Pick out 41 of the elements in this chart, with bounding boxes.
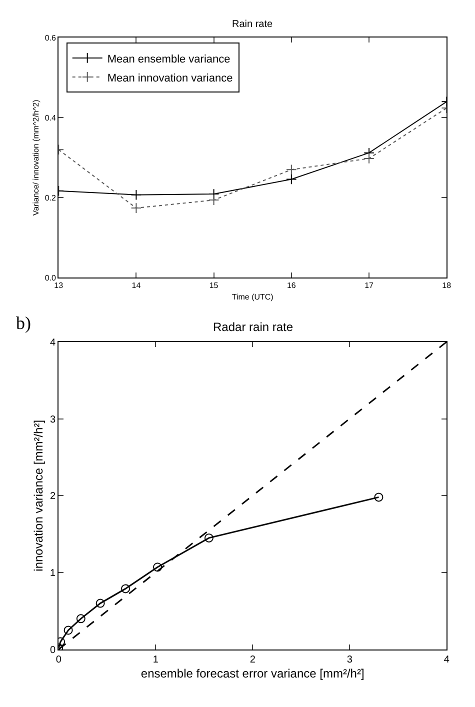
point: [121, 584, 130, 594]
y-tick-label: 0.0: [44, 273, 57, 282]
y-tick-label: 1: [50, 568, 56, 580]
point: [130, 202, 142, 214]
point: [76, 614, 86, 624]
y-tick-label: 0.6: [44, 33, 57, 42]
x-axis-title: Time (UTC): [232, 292, 274, 302]
x-tick-label: 4: [444, 654, 450, 666]
text: b): [16, 313, 31, 333]
point: [374, 492, 384, 502]
x-tick-label: 17: [364, 281, 374, 290]
chart-title: Rain rate: [232, 19, 274, 30]
y-axis-title: Variance/ innovation (mm^2/h^2): [32, 99, 41, 216]
point: [153, 562, 162, 572]
legend-label: Mean innovation variance: [107, 72, 233, 84]
y-tick-label: 3: [50, 414, 56, 426]
point: [208, 194, 220, 206]
y-tick-label: 0.4: [44, 113, 57, 122]
point: [96, 598, 105, 608]
point: [64, 626, 73, 635]
x-tick-label: 14: [132, 281, 142, 290]
point: [204, 533, 214, 542]
y-tick-label: 0.2: [44, 193, 57, 202]
y-tick-label: 0: [50, 644, 56, 656]
chart-title: Radar rain rate: [213, 320, 294, 334]
x-axis-title: ensemble forecast error variance [mm²/h²]: [140, 666, 364, 680]
point: [130, 189, 142, 200]
x-tick-label: 3: [346, 654, 353, 666]
x-tick-label: 1: [152, 654, 159, 666]
x-tick-label: 2: [250, 654, 256, 666]
point: [286, 164, 297, 176]
point: [286, 174, 297, 185]
x-tick-label: 15: [209, 281, 219, 290]
legend-label: Mean ensemble variance: [107, 53, 230, 66]
x-tick-label: 13: [54, 281, 64, 290]
y-tick-label: 4: [50, 337, 56, 348]
y-tick-label: 2: [50, 491, 56, 502]
point: [364, 153, 374, 164]
y-axis-title: innovation variance [mm²/h²]: [31, 420, 46, 572]
x-tick-label: 18: [442, 281, 452, 290]
x-tick-label: 16: [286, 281, 296, 290]
